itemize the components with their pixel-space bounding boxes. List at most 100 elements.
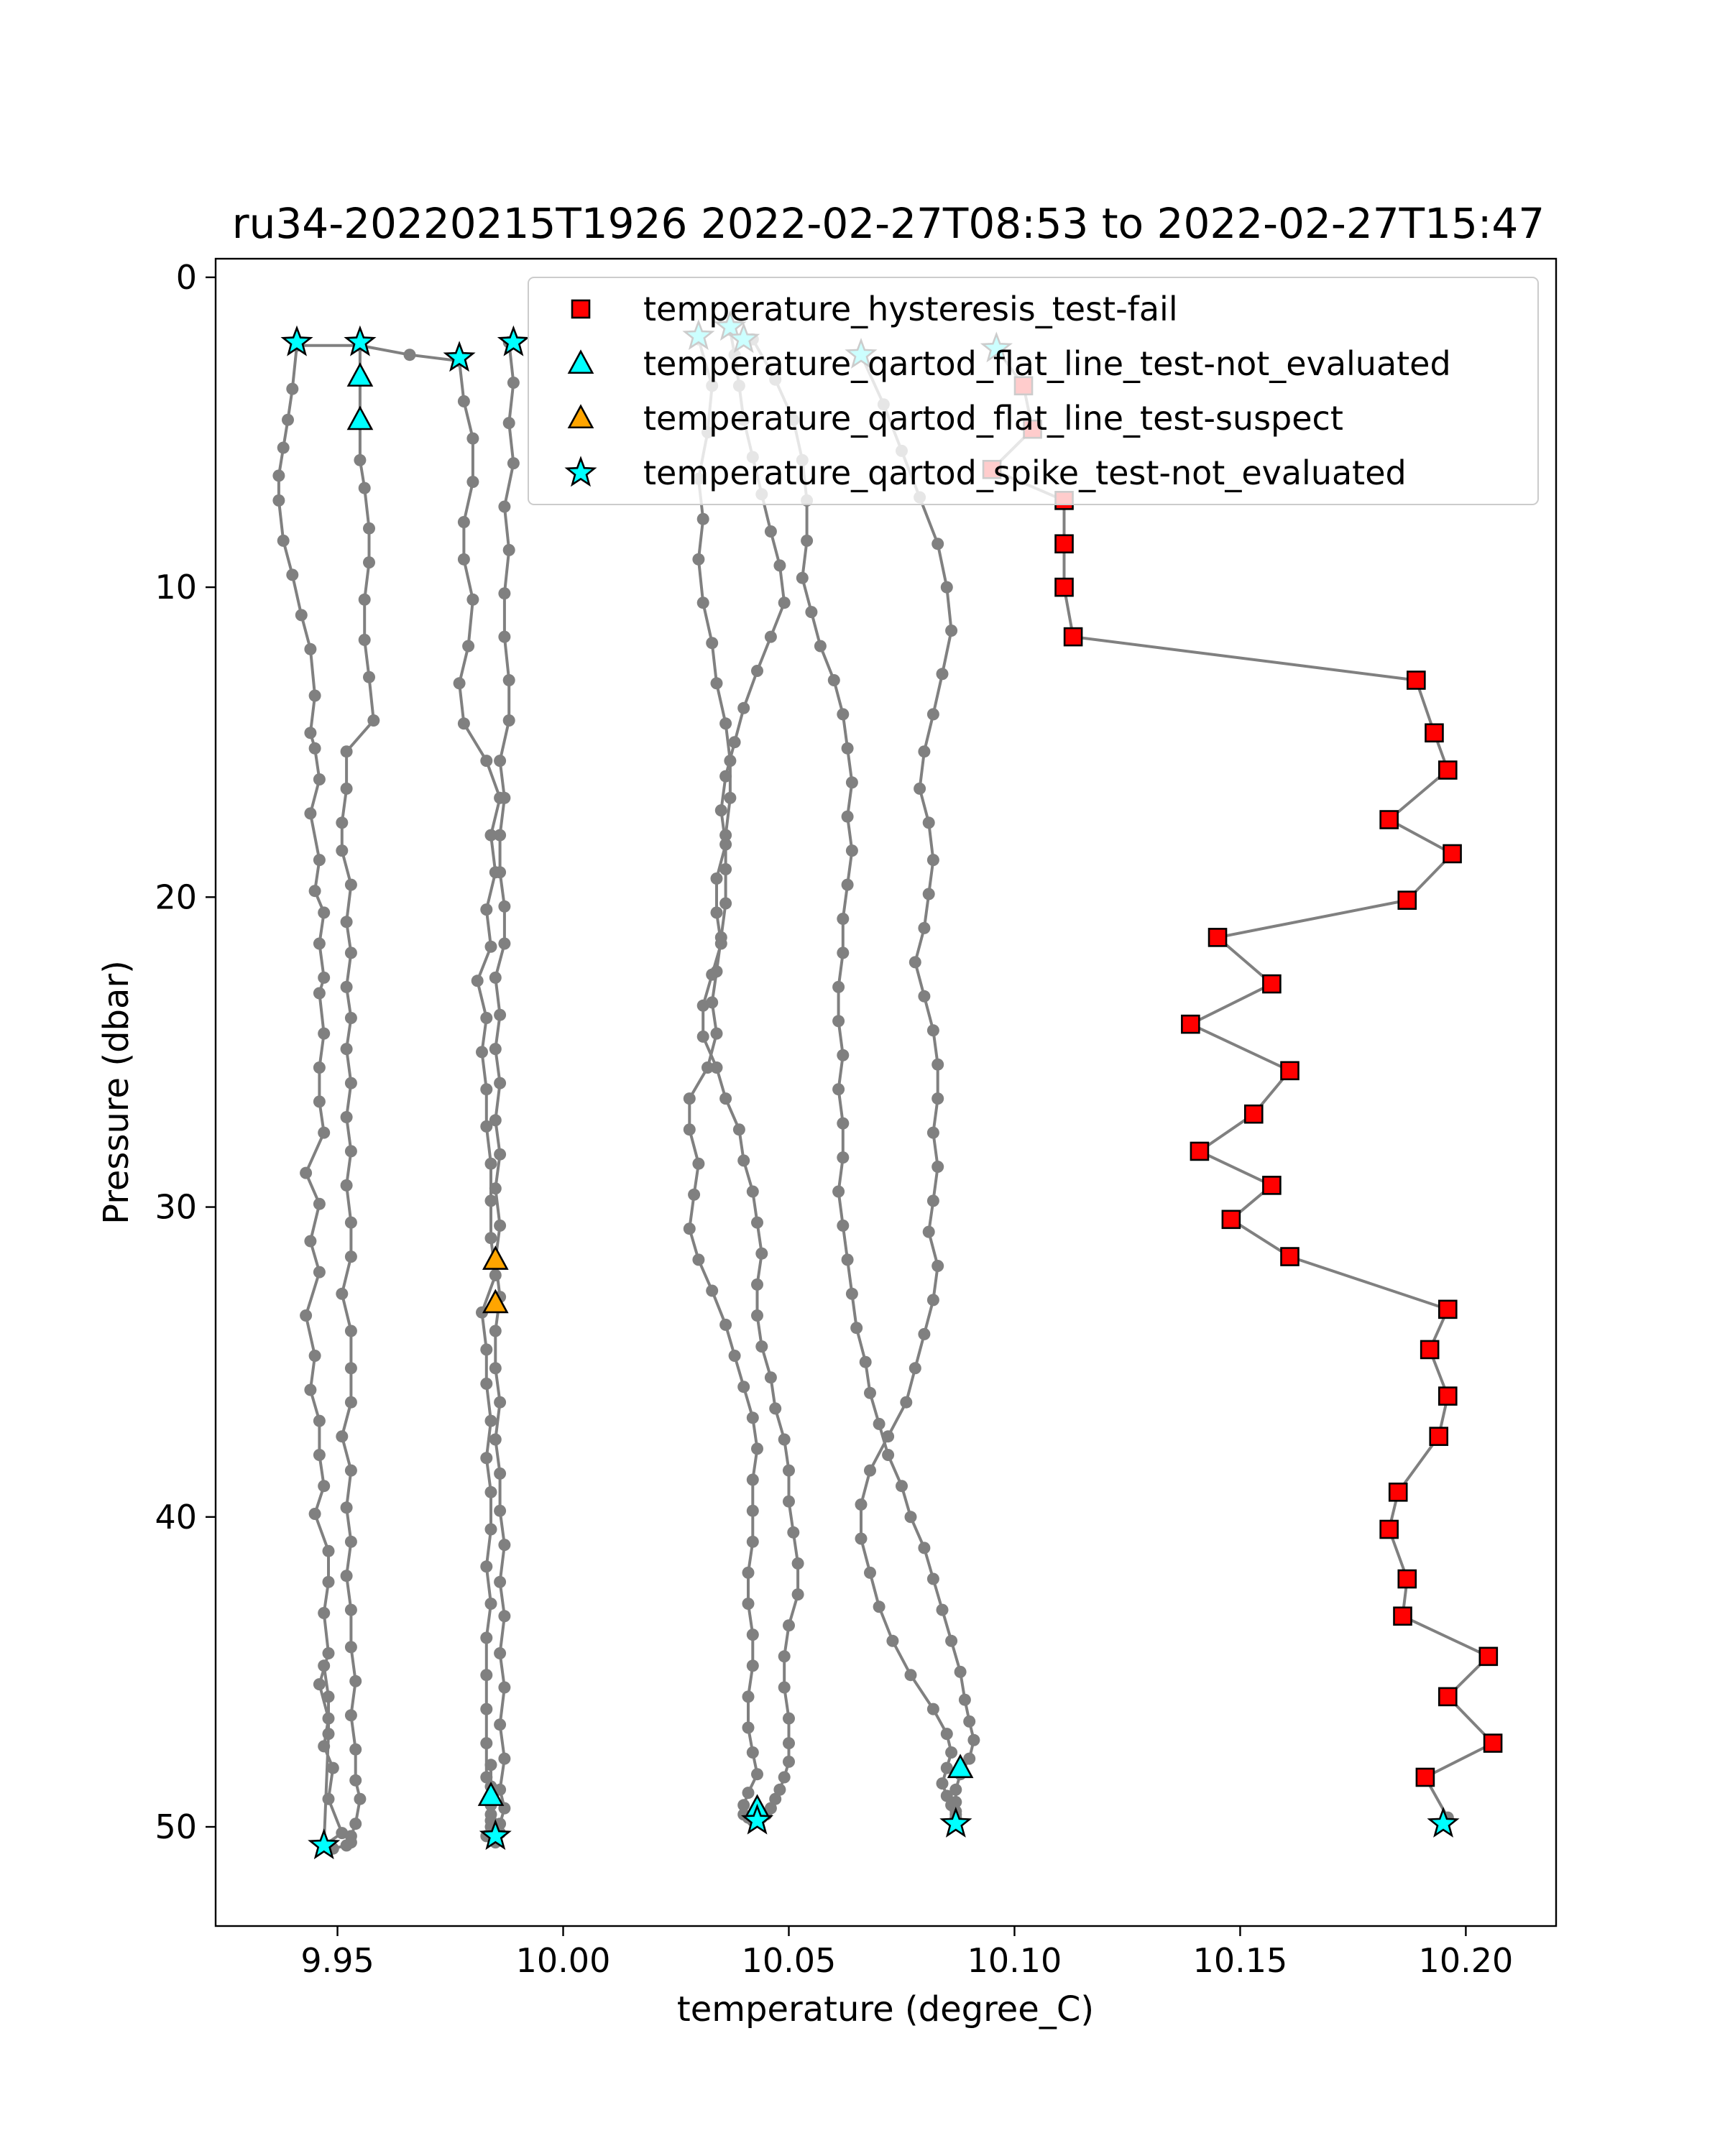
marker-star-series-4 <box>497 325 530 356</box>
profile-point <box>940 581 953 594</box>
profile-point <box>494 1575 507 1588</box>
profile-point <box>340 1179 353 1192</box>
marker-triangle-series-3 <box>482 1245 509 1270</box>
marker-triangle-series-2 <box>947 1754 974 1779</box>
profile-point <box>489 1182 502 1195</box>
profile-point <box>737 701 750 714</box>
legend: temperature_hysteresis_test-fail temperat… <box>528 277 1539 505</box>
profile-point <box>926 1126 939 1139</box>
profile-point <box>484 1232 497 1245</box>
profile-point <box>466 476 479 488</box>
profile-point <box>706 637 719 650</box>
profile-point <box>304 642 317 655</box>
profile-point <box>783 1737 795 1750</box>
profile-point <box>498 587 511 600</box>
profile-point <box>742 1690 755 1703</box>
marker-square-series-1 <box>1397 890 1417 910</box>
legend-label-1: temperature_hysteresis_test-fail <box>643 290 1178 328</box>
profile-point <box>918 1542 931 1554</box>
profile-point <box>932 538 944 550</box>
profile-point <box>936 1777 949 1790</box>
profile-point <box>932 1058 944 1071</box>
marker-star-series-4 <box>939 1806 972 1838</box>
profile-point <box>322 1728 335 1741</box>
x-tick-label: 10.05 <box>742 1941 837 1980</box>
profile-point <box>344 1145 357 1158</box>
profile-point <box>963 1715 976 1728</box>
profile-point <box>480 1343 493 1356</box>
profile-point <box>354 1792 367 1805</box>
profile-point <box>751 1768 763 1781</box>
profile-point <box>344 1709 357 1722</box>
profile-point <box>719 863 732 875</box>
profile-point <box>696 596 709 609</box>
profile-point <box>742 1566 755 1579</box>
profile-point <box>498 1539 511 1552</box>
profile-point <box>746 1659 759 1672</box>
profile-point <box>336 844 349 857</box>
profile-point <box>313 1266 326 1279</box>
profile-point <box>805 606 818 619</box>
profile-point <box>308 742 321 755</box>
profile-point <box>484 1414 497 1427</box>
profile-point <box>710 906 723 919</box>
profile-point <box>926 854 939 867</box>
profile-point <box>489 971 502 984</box>
profile-point <box>746 1628 759 1641</box>
marker-star-series-4 <box>1427 1806 1460 1838</box>
y-tick-label: 50 <box>155 1807 197 1846</box>
y-tick-label: 20 <box>155 877 197 916</box>
profile-point <box>502 674 515 686</box>
profile-point <box>358 482 371 494</box>
profile-point <box>837 1049 850 1061</box>
profile-point <box>778 1433 791 1446</box>
x-tick-label: 10.20 <box>1419 1941 1514 1980</box>
profile-point <box>344 946 357 959</box>
profile-point <box>457 717 470 730</box>
profile-point <box>344 1216 357 1229</box>
profile-point <box>737 1799 750 1812</box>
profile-point <box>940 1789 953 1802</box>
profile-point <box>308 885 321 898</box>
profile-point <box>855 1498 868 1511</box>
profile-point <box>336 1287 349 1300</box>
profile-point <box>403 349 416 361</box>
profile-point <box>484 940 497 953</box>
profile-point <box>494 1077 507 1089</box>
profile-point <box>746 1411 759 1424</box>
profile-point <box>489 1114 502 1127</box>
profile-point <box>480 903 493 916</box>
marker-square-series-1 <box>1379 1519 1399 1539</box>
profile-point <box>367 714 380 727</box>
marker-triangle-series-3 <box>482 1289 509 1314</box>
profile-point <box>958 1693 971 1706</box>
profile-point <box>908 1362 921 1375</box>
profile-point <box>841 878 854 891</box>
marker-square-series-1 <box>1280 1247 1300 1266</box>
profile-point <box>494 1467 507 1480</box>
profile-point <box>318 1659 331 1672</box>
profile-point <box>349 1674 362 1687</box>
profile-point <box>498 1610 511 1623</box>
profile-point <box>755 1340 768 1353</box>
y-axis: 0 10 20 30 40 50 <box>155 258 216 1846</box>
profile-point <box>480 1560 493 1573</box>
profile-point <box>922 888 935 900</box>
profile-point <box>702 1061 714 1074</box>
profile-point <box>336 1430 349 1443</box>
profile-point <box>737 1154 750 1167</box>
profile-point <box>489 1043 502 1056</box>
marker-square-series-1 <box>1438 760 1458 780</box>
marker-square-series-1 <box>1190 1141 1210 1161</box>
profile-point <box>837 1151 850 1164</box>
profile-point <box>719 1092 732 1105</box>
profile-point <box>864 1464 876 1477</box>
marker-square-series-1 <box>1438 1386 1458 1406</box>
profile-point <box>484 1523 497 1536</box>
profile-point <box>936 668 949 681</box>
profile-point <box>358 633 371 646</box>
profile-point <box>494 1396 507 1409</box>
profile-point <box>832 1185 845 1198</box>
profile-point <box>277 534 290 547</box>
profile-point <box>489 1325 502 1337</box>
